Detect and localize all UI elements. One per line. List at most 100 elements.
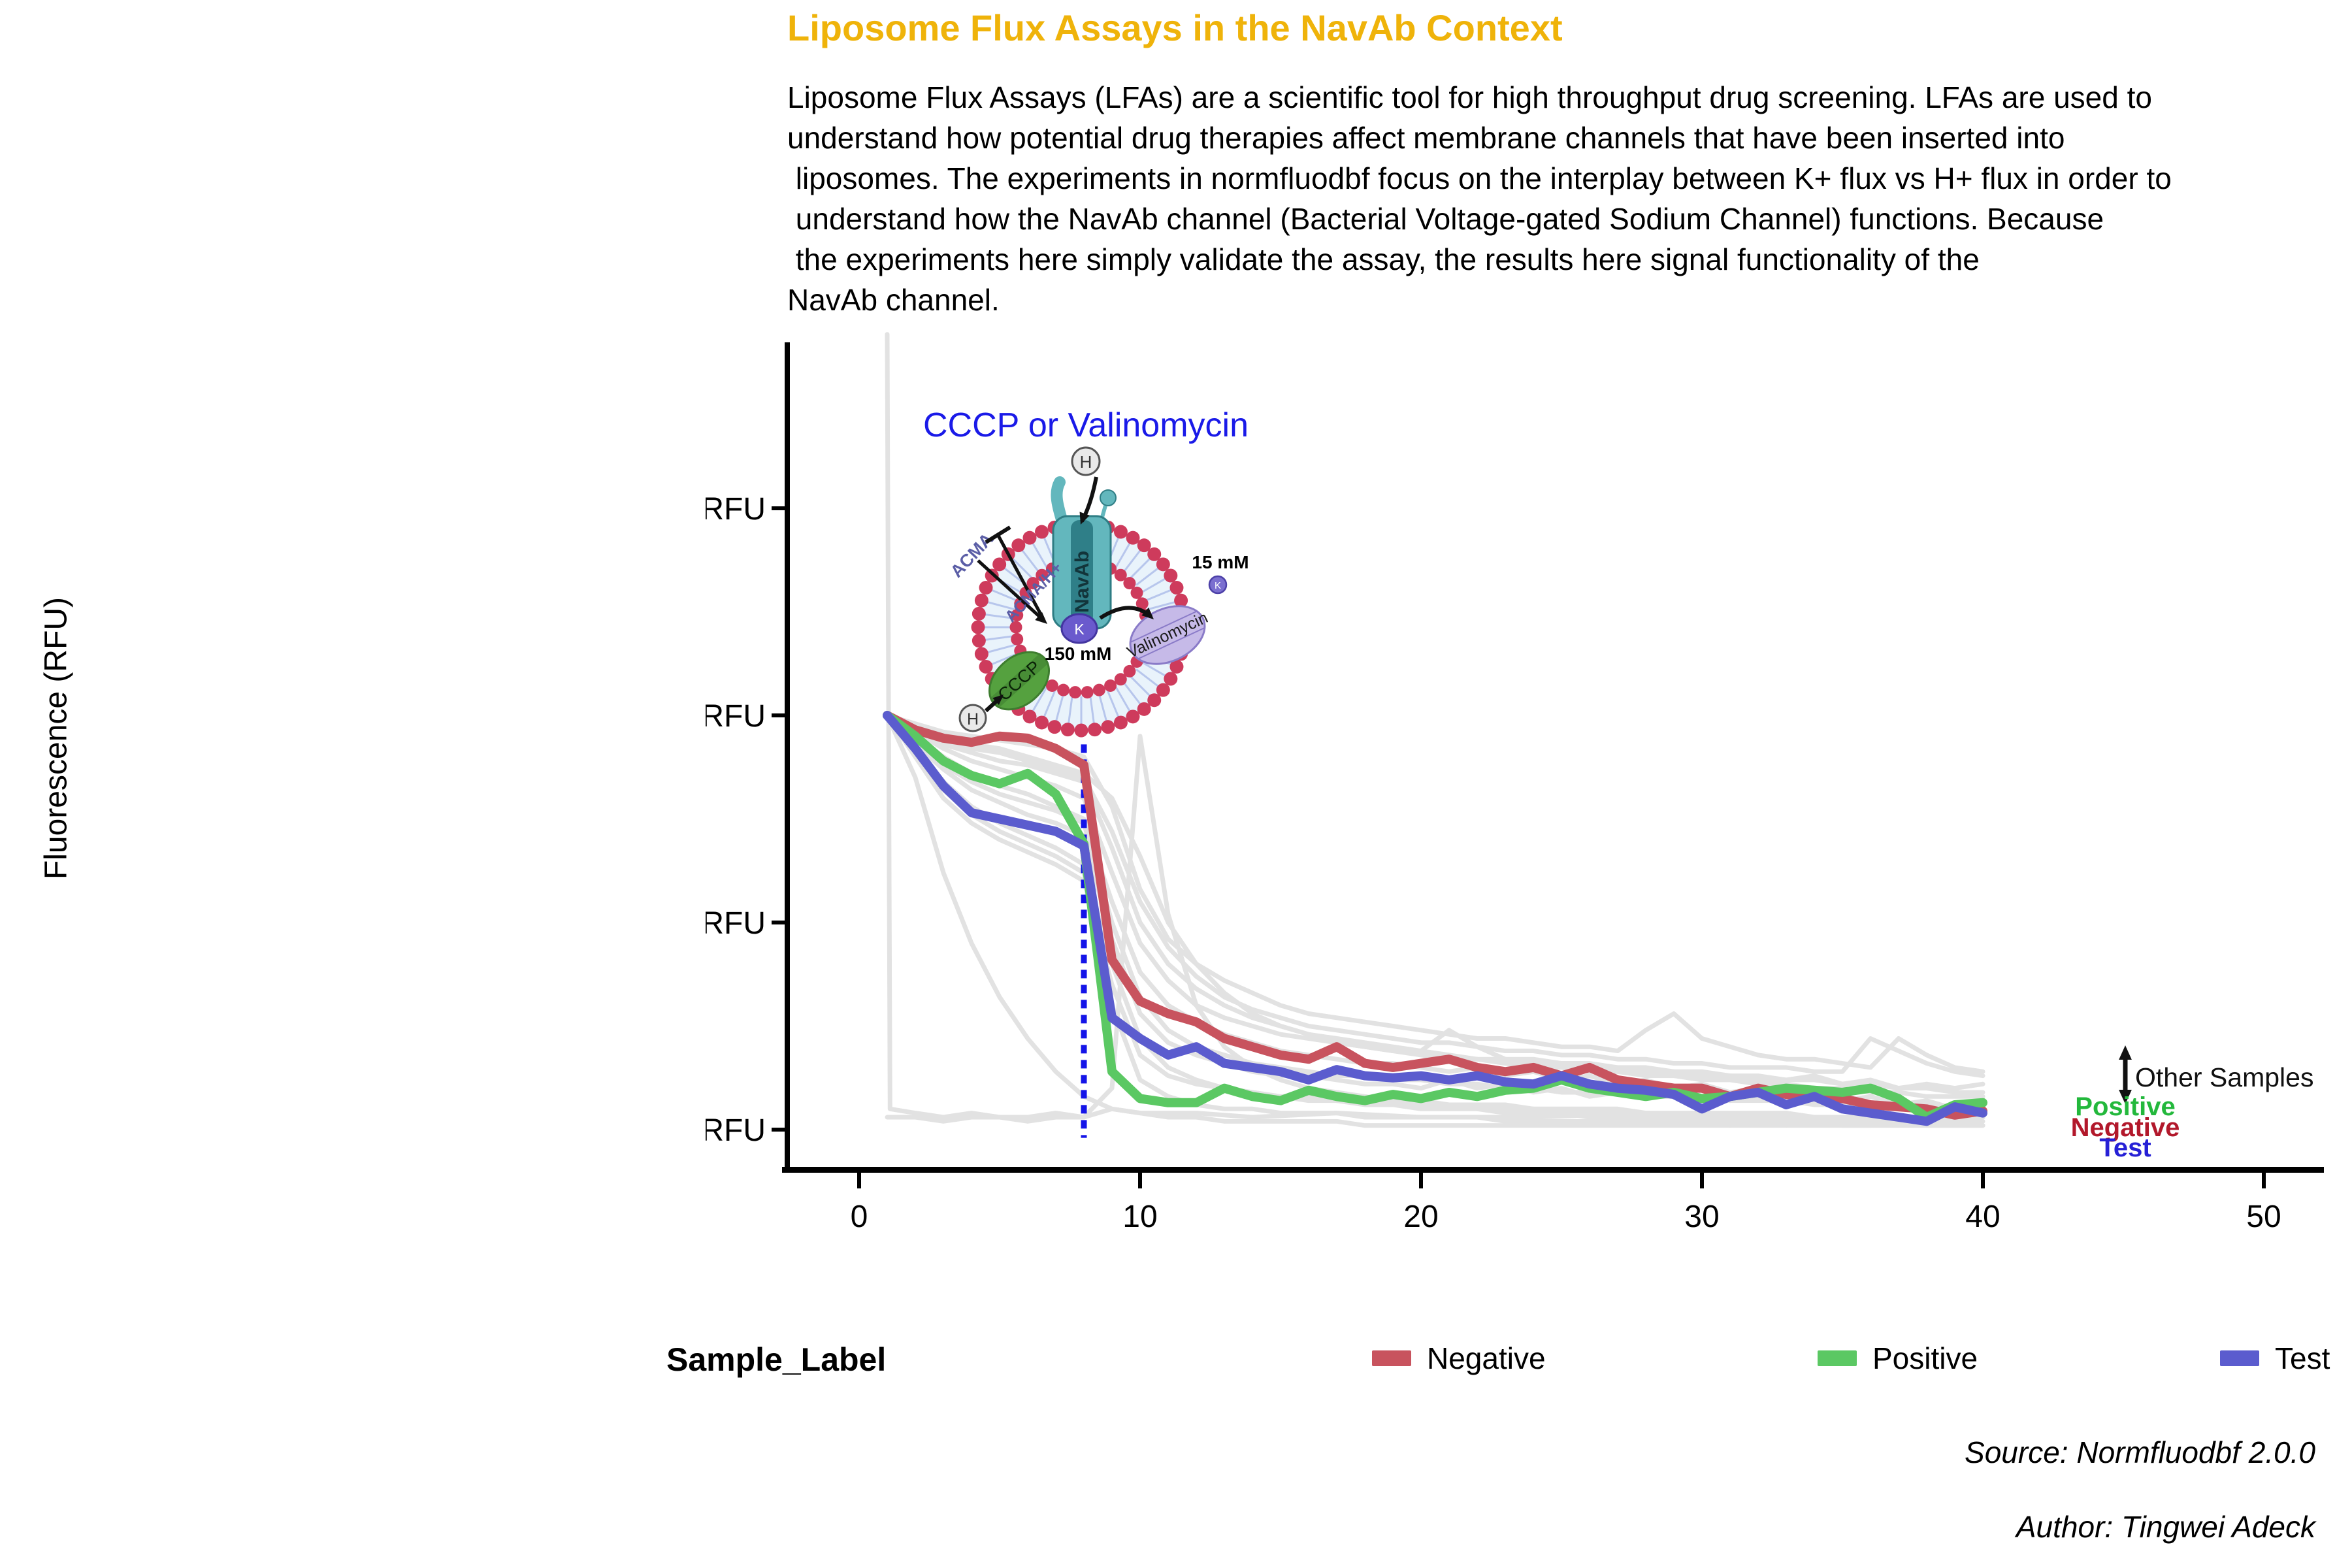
test-annotation: Test <box>2099 1134 2151 1162</box>
lipid-head-bead <box>972 606 986 621</box>
lipid-head-bead <box>1126 531 1140 545</box>
series-line-negative <box>883 711 1987 1120</box>
lipid-head-bead <box>1088 723 1102 737</box>
lipid-head-bead <box>1081 686 1094 699</box>
lipid-head-bead <box>1156 557 1170 572</box>
lipid-head-bead <box>1104 679 1117 693</box>
lipid-head-bead <box>1169 581 1184 595</box>
valinomycin-protein: Valinomycin <box>1124 605 1211 665</box>
lipid-tail <box>1122 549 1142 573</box>
legend-label-negative: Negative <box>1427 1341 1546 1375</box>
navab-pore <box>1071 520 1093 625</box>
lipid-tail <box>1089 695 1096 725</box>
lipid-head-bead <box>1123 664 1136 678</box>
valinomycin-line <box>1130 610 1198 643</box>
x-tick-label: 20 <box>1403 1200 1438 1234</box>
acma-inhibitor-cap <box>985 525 1011 544</box>
description-line: liposomes. The experiments in normfluodb… <box>787 161 2172 195</box>
x-tick <box>1138 1173 1142 1188</box>
description-line: the experiments here simply validate the… <box>787 242 1980 276</box>
legend-item-positive: Positive <box>1818 1341 1978 1376</box>
y-tick-label: NORM0.50RFU <box>706 906 766 941</box>
lipid-head-bead <box>1137 538 1151 553</box>
lipid-head-bead <box>971 620 985 634</box>
lipid-tail <box>1129 675 1152 698</box>
lipid-head-bead <box>1035 525 1049 539</box>
series-line-test <box>883 711 1987 1126</box>
lipid-head-bead <box>1060 723 1075 737</box>
lipid-head-bead <box>1035 715 1049 730</box>
lipid-tail <box>1098 693 1108 723</box>
y-tick <box>772 921 787 924</box>
lipid-head-bead <box>1009 621 1022 634</box>
outer-concentration-label: 15 mM <box>1192 552 1249 572</box>
positive-key-swatch <box>1818 1350 1857 1366</box>
y-axis-line <box>785 342 790 1172</box>
lipid-head-bead <box>1164 568 1178 583</box>
description-line: NavAb channel. <box>787 283 1000 317</box>
flux-line-chart: NORM0.00RFU NORM0.50RFU NORM1.00RFU NORM1.5… <box>706 332 2324 1234</box>
lipid-tail <box>1021 549 1040 573</box>
lipid-head-bead <box>1074 723 1088 738</box>
lipid-head-bead <box>1047 720 1062 734</box>
x-tick <box>857 1173 861 1188</box>
valinomycin-body <box>1129 605 1206 665</box>
lipid-tail <box>990 589 1018 602</box>
y-tick <box>772 506 787 510</box>
y-axis-title: Fluorescence (RFU) <box>39 596 74 880</box>
lipid-tail <box>1141 577 1167 594</box>
lipid-tail <box>1031 542 1048 568</box>
lipid-head-bead <box>1137 702 1151 716</box>
lipid-head-bead <box>1114 568 1127 581</box>
lipid-tail <box>986 600 1015 611</box>
x-tick <box>1700 1173 1704 1188</box>
lipid-tail <box>1141 661 1167 678</box>
lipid-head-bead <box>1126 710 1140 724</box>
acma-h-arrow <box>977 559 1045 622</box>
lipid-tail <box>986 644 1015 654</box>
arrowhead <box>2119 1045 2132 1060</box>
lipid-head-bead <box>1022 710 1037 724</box>
lipid-head-bead <box>1123 577 1136 590</box>
test-key-swatch <box>2220 1350 2259 1366</box>
k-ion-inner <box>1060 613 1098 644</box>
arrowhead <box>1079 512 1090 525</box>
positive-annotation: Positive <box>2075 1092 2175 1121</box>
legend-label-positive: Positive <box>1872 1341 1978 1375</box>
source-credit: Source: Normfluodbf 2.0.0 <box>1965 1435 2315 1469</box>
navab-label: NavAb <box>1071 551 1093 613</box>
k-ion-outer-label: K <box>1215 580 1221 591</box>
lipid-head-bead <box>1011 538 1026 553</box>
lipid-head-bead <box>1011 632 1024 645</box>
lipid-head-bead <box>1135 597 1149 610</box>
k-ion-outer <box>1208 575 1228 595</box>
lipid-head-bead <box>1057 683 1070 696</box>
other-samples-annotation: Other Samples <box>2135 1062 2313 1092</box>
lipid-head-bead <box>1130 586 1143 599</box>
x-tick <box>1419 1173 1423 1188</box>
x-tick <box>2262 1173 2266 1188</box>
x-tick-label: 30 <box>1684 1200 1719 1234</box>
lipid-head-bead <box>1069 686 1082 699</box>
navab-channel: NavAb <box>1051 476 1117 630</box>
arrowhead <box>2119 1090 2132 1104</box>
lipid-tail <box>1145 589 1173 602</box>
lipid-tail <box>1043 691 1056 719</box>
lipid-head-bead <box>1101 720 1115 734</box>
valinomycin-line <box>1137 627 1205 660</box>
series-line-positive <box>883 711 1987 1122</box>
h-ion-top-label: H <box>1080 452 1092 472</box>
lipid-head-bead <box>972 634 986 648</box>
lipid-head-bead <box>1113 525 1128 539</box>
lipid-head-bead <box>1164 672 1178 686</box>
lipid-tail <box>1115 687 1132 713</box>
negative-annotation: Negative <box>2071 1113 2180 1142</box>
lipid-head-bead <box>974 647 988 661</box>
h-ion-top <box>1071 446 1101 476</box>
lipid-tail <box>1129 557 1152 580</box>
description-line: understand how potential drug therapies … <box>787 121 2065 155</box>
arrowhead <box>992 694 1004 706</box>
lipid-head-bead <box>1022 531 1037 545</box>
lipid-head-bead <box>1092 683 1105 696</box>
lipid-head-bead <box>1174 593 1188 608</box>
